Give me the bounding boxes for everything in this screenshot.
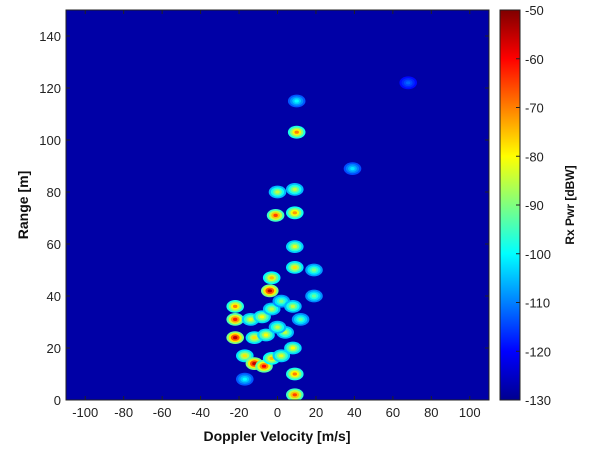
hotspot-19-ring-3	[275, 190, 280, 194]
hotspot-18-ring-3	[273, 213, 278, 217]
hotspot-27-ring-3	[292, 187, 297, 191]
hotspot-9-ring-3	[242, 354, 247, 358]
colorbar-tick-label: -80	[525, 149, 544, 164]
colorbar-tick-label: -70	[525, 101, 544, 116]
hotspot-22-ring-3	[290, 346, 296, 350]
x-tick-label: 60	[386, 405, 400, 420]
x-tick-label: -80	[114, 405, 133, 420]
y-axis-label: Range [m]	[15, 171, 31, 239]
x-axis-label: Doppler Velocity [m/s]	[203, 428, 350, 444]
colorbar-tick-label: -100	[525, 247, 551, 262]
hotspot-32-ring-3	[350, 167, 355, 171]
hotspot-29-ring-3	[294, 99, 299, 103]
colorbar-tick-label: -130	[525, 393, 551, 408]
x-tick-label: 80	[424, 405, 438, 420]
x-tick-label: 20	[309, 405, 323, 420]
y-tick-label: 0	[54, 393, 61, 408]
hotspot-31-ring-3	[311, 294, 317, 298]
hotspot-34-ring-3	[242, 377, 247, 381]
hotspot-25-ring-3	[292, 245, 297, 249]
x-tick-label: 40	[347, 405, 361, 420]
hotspot-16-ring-3	[275, 325, 280, 329]
colorbar-tick-label: -90	[525, 198, 544, 213]
x-tick-label: 100	[459, 405, 481, 420]
hotspot-21-ring-3	[292, 393, 297, 397]
hotspot-24-ring-3	[292, 265, 297, 269]
colorbar-tick-label: -60	[525, 52, 544, 67]
colorbar: -50 -60 -70 -80 -90 -100 -110 -120 -130 Rx Pwr […	[499, 3, 577, 408]
hotspot-30-ring-3	[311, 268, 317, 272]
y-tick-label: 80	[47, 185, 61, 200]
hotspot-23-ring-3	[290, 304, 296, 308]
y-tick-label: 140	[39, 29, 61, 44]
hotspot-3-ring-3	[252, 336, 257, 340]
y-tick-label: 120	[39, 81, 61, 96]
hotspot-17-ring-3	[279, 299, 284, 303]
x-tick-label: -40	[191, 405, 210, 420]
hotspot-12-ring-3	[269, 356, 274, 360]
hotspot-1-ring-3	[233, 317, 238, 321]
hotspot-6-ring-3	[259, 315, 265, 319]
y-tick-label: 60	[47, 237, 61, 252]
hotspot-33-ring-3	[298, 317, 303, 321]
hotspot-15-ring-3	[269, 276, 274, 280]
colorbar-label: Rx Pwr [dBW]	[563, 165, 577, 244]
hotspot-11-ring-3	[261, 364, 267, 368]
y-axis-ticks: 0 20 40 60 80 100 120 140	[39, 29, 489, 408]
hotspot-4-ring-3	[263, 333, 269, 337]
colorbar-tick-label: -50	[525, 3, 544, 18]
hotspot-26-ring-3	[292, 211, 297, 215]
x-tick-label: -60	[153, 405, 172, 420]
y-tick-label: 100	[39, 133, 61, 148]
colorbar-tick-label: -110	[525, 296, 550, 311]
hotspot-7-ring-3	[269, 307, 274, 311]
colorbar-ticks: -50 -60 -70 -80 -90 -100 -110 -120 -130	[516, 3, 551, 408]
hotspot-0-ring-3	[233, 336, 238, 340]
x-axis-ticks: -100 -80 -60 -40 -20 0 20 40 60 80 100	[72, 10, 481, 420]
hotspot-2-ring-3	[233, 304, 238, 308]
y-tick-label: 40	[47, 289, 61, 304]
x-tick-label: 0	[274, 405, 281, 420]
heatmap-plot-area	[66, 10, 489, 400]
colorbar-tick-label: -120	[525, 344, 551, 359]
hotspot-13-ring-3	[279, 354, 284, 358]
hotspot-14-ring-3	[267, 289, 272, 293]
hotspot-10-ring-3	[252, 362, 257, 366]
heatmap-hotspots	[226, 76, 418, 400]
hotspot-28-ring-3	[294, 130, 299, 134]
x-tick-label: -100	[72, 405, 98, 420]
hotspot-35-ring-3	[406, 81, 411, 85]
y-tick-label: 20	[47, 341, 61, 356]
x-tick-label: -20	[230, 405, 249, 420]
hotspot-5-ring-3	[248, 317, 253, 321]
hotspot-8-ring-3	[283, 330, 288, 334]
hotspot-20-ring-3	[292, 372, 297, 376]
heatmap-background	[66, 10, 489, 400]
